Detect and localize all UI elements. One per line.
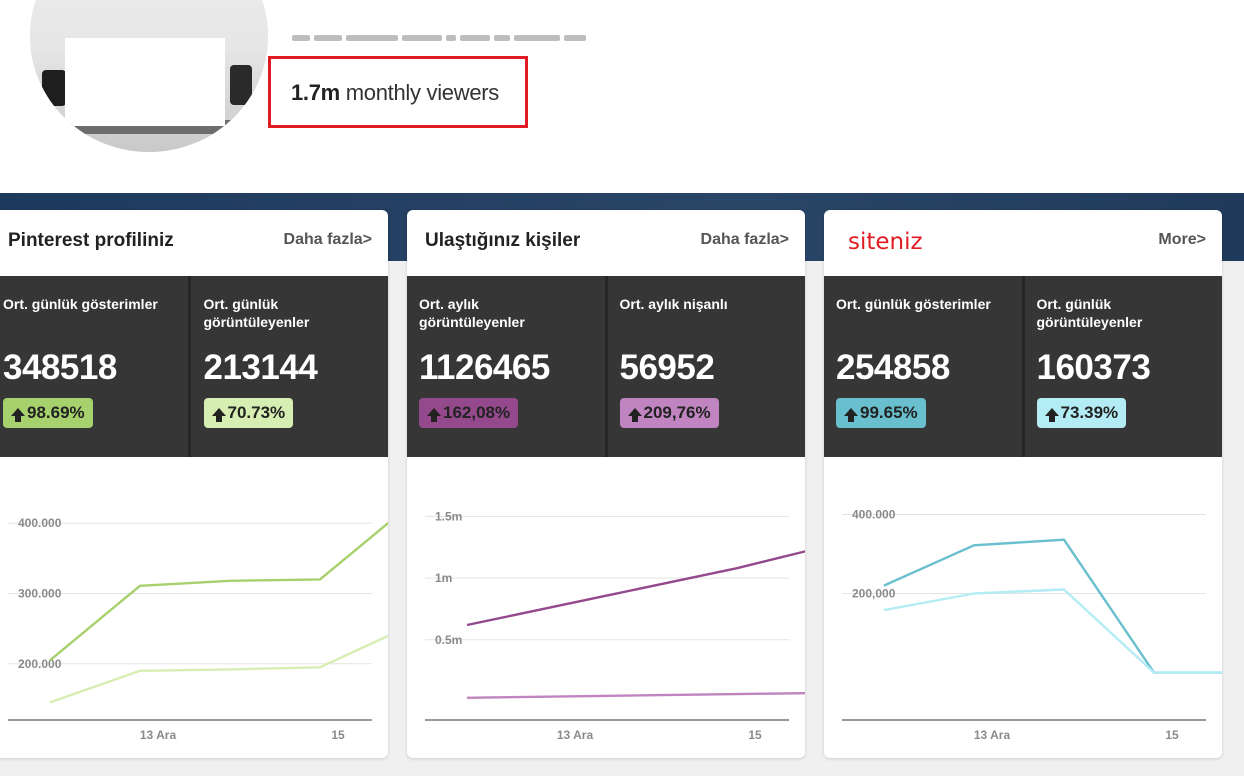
stat-viewers: Ort. günlük görüntüleyenler 213144 70.73… [187, 276, 389, 457]
stat-value: 213144 [203, 348, 318, 387]
y-tick-label: 400.000 [852, 507, 896, 521]
change-value: 162,08% [443, 403, 511, 422]
x-tick-label: 13 Ara [974, 728, 1011, 742]
stat-label: Ort. günlük görüntüleyenler [203, 296, 310, 330]
card-header: Pinterest profiliniz Daha fazla> [0, 210, 388, 276]
more-link[interactable]: More> [1158, 231, 1206, 248]
change-value: 209,76% [643, 403, 711, 422]
series-line-2 [466, 691, 805, 699]
stat-monthly-engaged: Ort. aylık nişanlı 56952 209,76% [604, 276, 806, 457]
up-arrow-icon [844, 408, 858, 422]
avatar-redaction [65, 38, 225, 126]
y-tick-label: 200,000 [852, 587, 896, 601]
series-line-2 [49, 634, 388, 704]
more-link[interactable]: Daha fazla> [283, 231, 372, 248]
x-tick-label: 15 [748, 728, 762, 742]
stat-label: Ort. aylık nişanlı [619, 296, 728, 312]
series-line-1 [49, 521, 388, 662]
change-value: 70.73% [227, 403, 286, 422]
y-tick-label: 300.000 [18, 587, 62, 601]
more-link[interactable]: Daha fazla> [700, 231, 789, 248]
x-tick-label: 15 [331, 728, 345, 742]
stats-panel: Ort. günlük gösterimler 254858 99.65% Or… [824, 276, 1222, 457]
blurred-profile-url [292, 32, 642, 44]
card-title: Ulaştığınız kişiler [425, 230, 581, 251]
stat-value: 1126465 [419, 348, 550, 387]
avatar-photo-detail [230, 65, 252, 105]
x-tick-label: 13 Ara [557, 728, 594, 742]
monthly-viewers-value: 1.7m [291, 80, 340, 105]
change-value: 99.65% [860, 403, 918, 422]
stat-impressions: Ort. günlük gösterimler 348518 98.69% [0, 276, 188, 457]
up-arrow-icon [627, 408, 642, 422]
up-arrow-icon [427, 408, 441, 422]
y-tick-label: 0.5m [435, 633, 462, 647]
monthly-viewers-label: monthly viewers [345, 80, 500, 105]
up-arrow-icon [1044, 408, 1059, 422]
stat-value: 348518 [3, 348, 117, 387]
up-arrow-icon [211, 408, 226, 422]
website-card: siteniz More> Ort. günlük gösterimler 25… [824, 210, 1222, 758]
series-line-1 [466, 550, 805, 627]
card-title: Pinterest profiliniz [8, 230, 174, 251]
stat-label: Ort. aylık görüntüleyenler [419, 296, 525, 330]
stat-value: 160373 [1036, 348, 1151, 387]
series-line-2 [883, 588, 1222, 674]
stat-value: 56952 [619, 348, 715, 387]
x-tick-label: 15 [1165, 728, 1179, 742]
card-title: siteniz [848, 229, 923, 255]
up-arrow-icon [11, 408, 25, 422]
change-badge: 99.65% [836, 398, 926, 428]
change-badge: 162,08% [419, 398, 519, 428]
change-badge: 98.69% [3, 398, 93, 428]
y-tick-label: 1.5m [435, 509, 462, 523]
change-value: 73.39% [1060, 403, 1119, 422]
change-value: 98.69% [27, 403, 85, 422]
change-badge: 73.39% [1036, 398, 1127, 428]
y-tick-label: 1m [435, 571, 452, 585]
stat-label: Ort. günlük görüntüleyenler [1036, 296, 1143, 330]
card-header: Ulaştığınız kişiler Daha fazla> [407, 210, 805, 276]
stats-panel: Ort. günlük gösterimler 348518 98.69% Or… [0, 276, 388, 457]
y-tick-label: 400.000 [18, 516, 62, 530]
stat-value: 254858 [836, 348, 950, 387]
x-tick-label: 13 Ara [140, 728, 177, 742]
monthly-viewers: 1.7m monthly viewers [291, 80, 499, 106]
y-tick-label: 200.000 [18, 657, 62, 671]
audience-reach-card: Ulaştığınız kişiler Daha fazla> Ort. ayl… [407, 210, 805, 758]
card-header: siteniz More> [824, 210, 1222, 276]
monthly-viewers-highlight: 1.7m monthly viewers [268, 56, 528, 128]
stat-impressions: Ort. günlük gösterimler 254858 99.65% [824, 276, 1022, 457]
profile-avatar[interactable] [30, 0, 268, 152]
stat-viewers: Ort. günlük görüntüleyenler 160373 73.39… [1021, 276, 1223, 457]
pinterest-profile-card: Pinterest profiliniz Daha fazla> Ort. gü… [0, 210, 388, 758]
change-badge: 209,76% [619, 398, 719, 428]
stat-label: Ort. günlük gösterimler [836, 296, 991, 312]
stat-monthly-viewers: Ort. aylık görüntüleyenler 1126465 162,0… [407, 276, 605, 457]
stat-label: Ort. günlük gösterimler [3, 296, 158, 312]
change-badge: 70.73% [203, 398, 294, 428]
avatar-photo-detail [42, 70, 66, 106]
stats-panel: Ort. aylık görüntüleyenler 1126465 162,0… [407, 276, 805, 457]
